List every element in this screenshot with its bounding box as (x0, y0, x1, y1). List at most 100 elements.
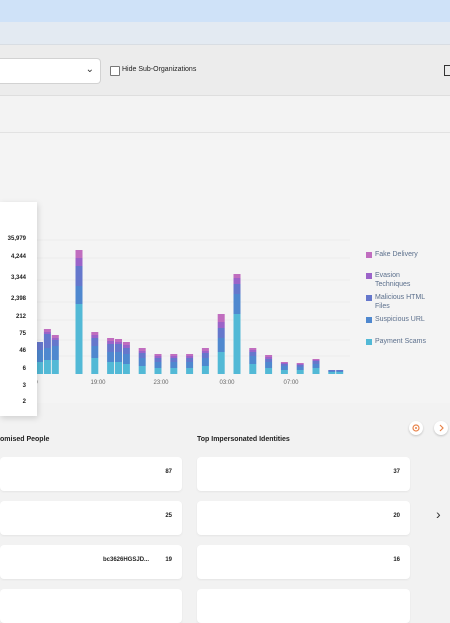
bar-segment-payment-scams[interactable] (122, 364, 130, 374)
bar-segment-suspicious-url[interactable] (233, 294, 241, 314)
bar-segment-payment-scams[interactable] (186, 368, 194, 374)
bar-segment-fake-delivery[interactable] (51, 335, 59, 338)
bar-segment-evasion-techniques[interactable] (43, 332, 51, 334)
impersonated-identity-row[interactable]: 37 (197, 457, 410, 491)
bar-segment-suspicious-url[interactable] (249, 356, 257, 364)
bar-segment-evasion-techniques[interactable] (201, 351, 209, 353)
bar-segment-malicious-html-files[interactable] (217, 328, 225, 338)
legend-label-payment-scams[interactable]: Payment Scams (375, 338, 426, 345)
bar-segment-suspicious-url[interactable] (154, 362, 162, 368)
bar-segment-malicious-html-files[interactable] (51, 340, 59, 346)
bar-segment-payment-scams[interactable] (280, 370, 288, 374)
bar-segment-malicious-html-files[interactable] (154, 358, 162, 362)
bar-segment-fake-delivery[interactable] (91, 332, 99, 335)
bar-segment-payment-scams[interactable] (328, 372, 336, 374)
bar-segment-suspicious-url[interactable] (265, 362, 273, 368)
bar-segment-suspicious-url[interactable] (296, 367, 304, 370)
bar-segment-evasion-techniques[interactable] (186, 356, 194, 358)
export-icon[interactable] (444, 65, 450, 76)
bar-segment-suspicious-url[interactable] (115, 352, 122, 362)
bar-segment-fake-delivery[interactable] (265, 355, 273, 357)
bar-segment-payment-scams[interactable] (115, 362, 122, 374)
bar-segment-suspicious-url[interactable] (36, 350, 43, 362)
bar-segment-suspicious-url[interactable] (186, 362, 194, 368)
bar-segment-payment-scams[interactable] (201, 366, 209, 374)
bar-segment-payment-scams[interactable] (312, 368, 320, 374)
bar-segment-malicious-html-files[interactable] (280, 364, 288, 366)
bar-segment-malicious-html-files[interactable] (312, 361, 320, 364)
bar-segment-malicious-html-files[interactable] (115, 344, 122, 352)
bar-segment-malicious-html-files[interactable] (201, 353, 209, 358)
bar-segment-evasion-techniques[interactable] (91, 335, 99, 338)
impersonated-identity-row[interactable]: 20 (197, 501, 410, 535)
bar-segment-fake-delivery[interactable] (249, 348, 257, 350)
bar-segment-evasion-techniques[interactable] (51, 338, 59, 340)
bar-segment-malicious-html-files[interactable] (296, 365, 304, 367)
bar-segment-fake-delivery[interactable] (312, 359, 320, 360)
bar-segment-fake-delivery[interactable] (186, 354, 194, 356)
bar-segment-fake-delivery[interactable] (280, 362, 288, 363)
bar-segment-fake-delivery[interactable] (233, 274, 241, 278)
bar-segment-payment-scams[interactable] (217, 352, 225, 374)
bar-segment-fake-delivery[interactable] (122, 342, 130, 345)
bar-segment-evasion-techniques[interactable] (312, 360, 320, 361)
bar-segment-payment-scams[interactable] (36, 362, 43, 374)
bar-segment-evasion-techniques[interactable] (265, 357, 273, 359)
bar-segment-malicious-html-files[interactable] (265, 359, 273, 362)
bar-segment-evasion-techniques[interactable] (138, 351, 146, 353)
bar-segment-suspicious-url[interactable] (201, 358, 209, 366)
bar-segment-malicious-html-files[interactable] (170, 358, 178, 362)
bar-segment-evasion-techniques[interactable] (296, 364, 304, 365)
bar-segment-evasion-techniques[interactable] (233, 278, 241, 284)
bar-segment-suspicious-url[interactable] (107, 352, 115, 362)
bar-segment-evasion-techniques[interactable] (249, 350, 257, 352)
bar-segment-malicious-html-files[interactable] (75, 266, 83, 286)
impersonated-identity-row[interactable] (197, 589, 410, 623)
bar-segment-suspicious-url[interactable] (280, 366, 288, 370)
legend-label-malicious-html-files[interactable]: Malicious HTML Files (375, 294, 425, 310)
bar-segment-malicious-html-files[interactable] (233, 284, 241, 294)
bar-segment-suspicious-url[interactable] (336, 371, 344, 372)
bar-segment-payment-scams[interactable] (296, 370, 304, 374)
organization-dropdown[interactable]: ⌄ (0, 58, 101, 84)
legend-label-evasion-techniques[interactable]: Evasion Techniques (375, 272, 411, 288)
next-page-button[interactable] (434, 421, 448, 435)
bar-segment-payment-scams[interactable] (249, 364, 257, 374)
bar-segment-suspicious-url[interactable] (75, 286, 83, 304)
bar-segment-fake-delivery[interactable] (138, 348, 146, 351)
compromised-person-row[interactable]: bc3626HGSJD... 19 (0, 545, 182, 579)
bar-segment-malicious-html-files[interactable] (328, 370, 336, 371)
legend-label-fake-delivery[interactable]: Fake Delivery (375, 251, 418, 258)
bar-segment-malicious-html-files[interactable] (249, 352, 257, 356)
bar-segment-payment-scams[interactable] (154, 368, 162, 374)
bar-segment-payment-scams[interactable] (51, 360, 59, 374)
bar-segment-fake-delivery[interactable] (296, 363, 304, 364)
bar-segment-fake-delivery[interactable] (43, 329, 51, 332)
bar-segment-malicious-html-files[interactable] (36, 342, 43, 350)
bar-segment-fake-delivery[interactable] (170, 354, 178, 356)
bar-segment-evasion-techniques[interactable] (170, 356, 178, 358)
bar-segment-payment-scams[interactable] (107, 362, 115, 374)
legend-label-suspicious-url[interactable]: Suspicious URL (375, 316, 425, 323)
bar-segment-evasion-techniques[interactable] (115, 342, 122, 344)
bar-segment-fake-delivery[interactable] (115, 339, 122, 342)
bar-segment-malicious-html-files[interactable] (138, 353, 146, 358)
bar-segment-suspicious-url[interactable] (328, 371, 336, 372)
bar-segment-suspicious-url[interactable] (91, 346, 99, 358)
settings-button[interactable] (409, 421, 423, 435)
bar-segment-payment-scams[interactable] (43, 360, 51, 374)
bar-segment-suspicious-url[interactable] (312, 364, 320, 368)
bar-segment-fake-delivery[interactable] (75, 250, 83, 258)
bar-segment-fake-delivery[interactable] (217, 314, 225, 322)
bar-segment-evasion-techniques[interactable] (75, 258, 83, 266)
bar-segment-suspicious-url[interactable] (170, 362, 178, 368)
compromised-person-row[interactable]: 25 (0, 501, 182, 535)
bar-segment-malicious-html-files[interactable] (186, 358, 194, 362)
bar-segment-evasion-techniques[interactable] (122, 345, 130, 348)
carousel-next-icon[interactable]: › (436, 506, 441, 522)
bar-segment-payment-scams[interactable] (75, 304, 83, 374)
bar-segment-payment-scams[interactable] (138, 366, 146, 374)
compromised-person-row[interactable] (0, 589, 182, 623)
bar-segment-malicious-html-files[interactable] (43, 334, 51, 348)
bar-segment-payment-scams[interactable] (233, 314, 241, 374)
